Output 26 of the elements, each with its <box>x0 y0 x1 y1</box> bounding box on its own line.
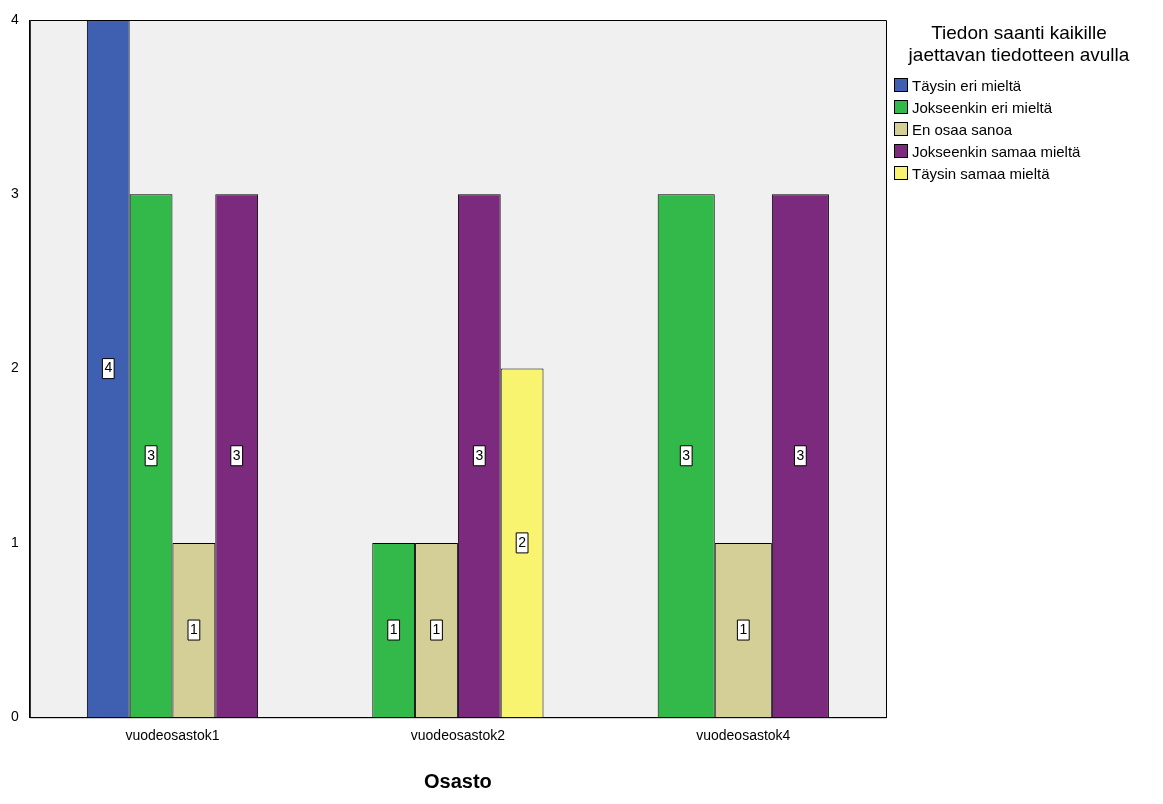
legend-label: Jokseenkin samaa mieltä <box>912 142 1081 160</box>
data-label: 3 <box>796 446 805 463</box>
y-tick-label: 3 <box>10 185 19 202</box>
legend-label: En osaa sanoa <box>912 120 1013 138</box>
data-label: 4 <box>104 359 113 376</box>
y-tick-label: 4 <box>10 10 19 27</box>
x-tick-label: vuodeosastok2 <box>410 727 506 744</box>
y-tick-label: 0 <box>10 708 19 725</box>
data-label: 2 <box>518 533 527 550</box>
data-label: 1 <box>432 620 441 637</box>
legend-label: Täysin eri mieltä <box>912 76 1022 94</box>
x-tick-label: vuodeosastok4 <box>696 727 791 744</box>
data-label: 3 <box>682 446 691 463</box>
data-label: 3 <box>475 446 484 463</box>
x-tick-label: vuodeosastok1 <box>125 727 220 744</box>
data-label: 1 <box>739 620 748 637</box>
x-axis-title: Osasto <box>423 769 492 792</box>
legend-label: Jokseenkin eri mieltä <box>912 98 1053 116</box>
y-tick-label: 1 <box>10 533 19 550</box>
legend-label: Täysin samaa mieltä <box>912 164 1050 182</box>
data-label: 1 <box>389 620 398 637</box>
y-tick-label: 2 <box>10 359 19 376</box>
data-label: 3 <box>147 446 156 463</box>
data-label: 1 <box>190 620 198 637</box>
legend-title: Tiedon saanti kaikille jaettavan tiedotteen avulla <box>907 22 1131 66</box>
data-label: 3 <box>232 446 241 463</box>
